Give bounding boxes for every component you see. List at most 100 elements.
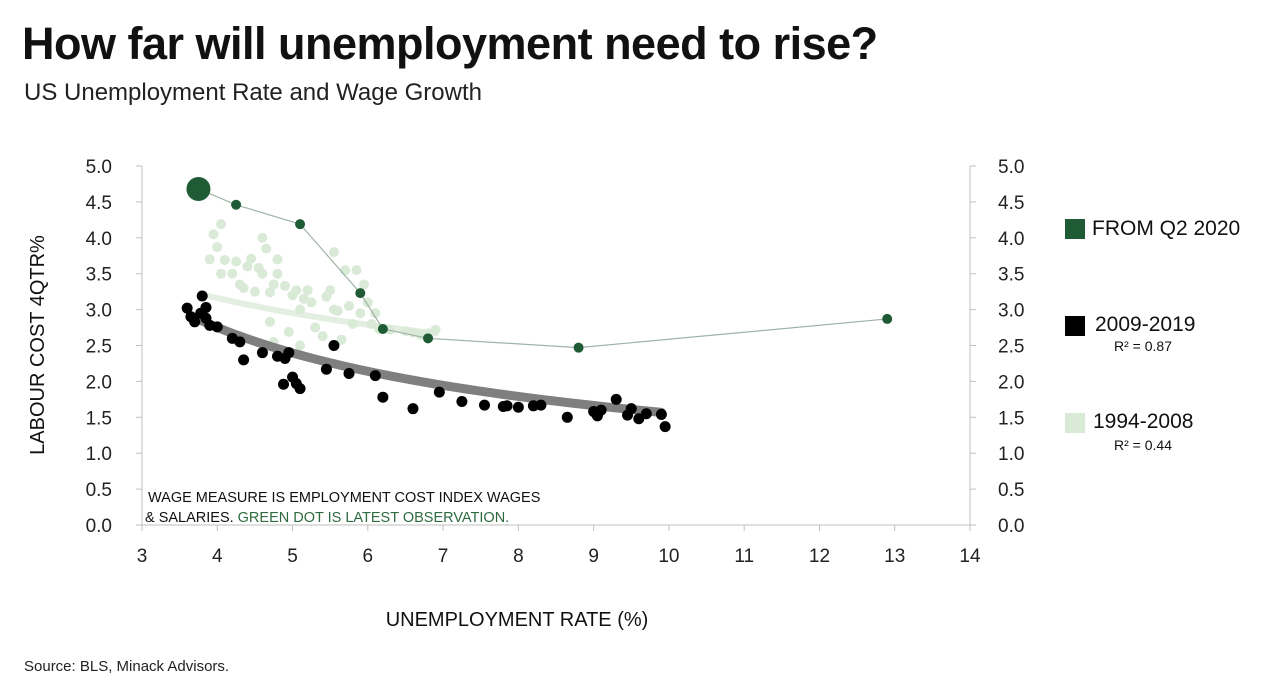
legend-item-1994-2008: 1994-2008 R² = 0.44	[1065, 410, 1193, 453]
point-1994-2008	[246, 253, 257, 264]
y-tick-label-left: 1.0	[86, 444, 112, 465]
point-from-q2-2020	[423, 333, 434, 344]
y-tick-label-right: 4.5	[998, 193, 1024, 214]
chart-note-green: GREEN DOT IS LATEST OBSERVATION.	[238, 510, 510, 526]
point-from-q2-2020	[355, 288, 366, 299]
point-1994-2008	[261, 243, 272, 254]
latest-observation-point	[186, 176, 211, 201]
legend-swatch-older	[1065, 413, 1085, 433]
point-2009-2019	[238, 354, 250, 366]
point-1994-2008	[208, 229, 219, 240]
point-from-q2-2020	[295, 219, 306, 230]
point-1994-2008	[212, 242, 223, 253]
y-tick-label-left: 2.0	[86, 372, 112, 393]
y-tick-label-right: 5.0	[998, 157, 1024, 178]
point-2009-2019	[625, 403, 637, 415]
point-2009-2019	[655, 408, 667, 420]
point-1994-2008	[257, 268, 268, 279]
point-from-q2-2020	[882, 313, 893, 324]
point-1994-2008	[219, 255, 230, 266]
x-tick-label: 4	[212, 546, 223, 567]
point-2009-2019	[478, 399, 490, 411]
y-tick-label-left: 4.0	[86, 229, 112, 250]
point-1994-2008	[272, 268, 283, 279]
y-tick-label-right: 0.5	[998, 480, 1024, 501]
point-2009-2019	[456, 396, 468, 408]
point-1994-2008	[283, 326, 294, 337]
point-1994-2008	[370, 308, 381, 319]
point-2009-2019	[200, 301, 212, 313]
point-1994-2008	[264, 316, 275, 327]
x-axis-title: UNEMPLOYMENT RATE (%)	[386, 609, 649, 631]
point-2009-2019	[283, 347, 295, 359]
axes: 0.0 0.5 1.0 1.5 2.0 2.5 3.0 3.5 4.0 4.5 5.0 0.0 0.5 1…	[86, 157, 1025, 567]
y-tick-label-left: 4.5	[86, 193, 112, 214]
point-1994-2008	[298, 293, 309, 304]
point-1994-2008	[317, 331, 328, 342]
point-1994-2008	[385, 324, 396, 335]
x-tick-label: 3	[137, 546, 148, 567]
x-tick-label: 8	[513, 546, 524, 567]
legend-label-older: 1994-2008	[1093, 410, 1193, 433]
point-2009-2019	[189, 316, 201, 328]
x-tick-label: 9	[588, 546, 599, 567]
y-tick-label-right: 2.5	[998, 337, 1024, 358]
point-1994-2008	[238, 283, 249, 294]
point-1994-2008	[216, 219, 227, 230]
chart-note-black: & SALARIES.	[145, 510, 234, 526]
point-1994-2008	[302, 285, 313, 296]
chart-note-line-2: & SALARIES. GREEN DOT IS LATEST OBSERVATI…	[145, 510, 509, 526]
y-tick-label-left: 3.0	[86, 301, 112, 322]
point-2009-2019	[501, 400, 513, 412]
x-tick-label: 5	[287, 546, 298, 567]
point-2009-2019	[407, 403, 419, 415]
point-1994-2008	[362, 297, 373, 308]
y-axis-title: LABOUR COST 4QTR%	[27, 235, 49, 455]
x-tick-label: 14	[959, 546, 981, 567]
series-from-q2-2020	[186, 176, 893, 353]
point-from-q2-2020	[377, 323, 388, 334]
series-2009-2019	[181, 290, 671, 433]
point-1994-2008	[355, 308, 366, 319]
point-1994-2008	[430, 324, 441, 335]
x-tick-label: 6	[363, 546, 374, 567]
point-2009-2019	[196, 290, 208, 302]
chart-note-line-1: WAGE MEASURE IS EMPLOYMENT COST INDEX WA…	[148, 490, 540, 506]
point-1994-2008	[204, 254, 215, 265]
y-tick-label-left: 0.5	[86, 480, 112, 501]
chart-subtitle: US Unemployment Rate and Wage Growth	[24, 79, 482, 106]
point-1994-2008	[306, 297, 317, 308]
point-from-q2-2020	[573, 342, 584, 353]
point-2009-2019	[278, 378, 290, 390]
point-1994-2008	[291, 285, 302, 296]
chart-title: How far will unemployment need to rise?	[22, 18, 878, 69]
point-1994-2008	[280, 280, 291, 291]
point-1994-2008	[295, 304, 306, 315]
point-2009-2019	[659, 421, 671, 433]
point-2009-2019	[377, 391, 389, 403]
point-2009-2019	[211, 321, 223, 333]
legend-label-recent: 2009-2019	[1095, 313, 1195, 336]
point-1994-2008	[325, 285, 336, 296]
y-tick-label-right: 3.5	[998, 265, 1024, 286]
x-tick-label: 13	[884, 546, 905, 567]
y-tick-label-right: 1.5	[998, 408, 1024, 429]
y-tick-label-right: 3.0	[998, 301, 1024, 322]
point-1994-2008	[295, 340, 306, 351]
point-2009-2019	[181, 302, 193, 314]
y-tick-label-left: 1.5	[86, 408, 112, 429]
point-1994-2008	[268, 279, 279, 290]
legend-r2-older: R² = 0.44	[1114, 437, 1172, 453]
y-tick-label-left: 0.0	[86, 516, 112, 537]
point-1994-2008	[242, 261, 253, 272]
point-2009-2019	[433, 386, 445, 398]
legend-item-2009-2019: 2009-2019 R² = 0.87	[1065, 313, 1195, 354]
point-1994-2008	[216, 268, 227, 279]
point-1994-2008	[351, 265, 362, 276]
legend-swatch-recent	[1065, 316, 1085, 336]
point-1994-2008	[227, 268, 238, 279]
path-from-q2-2020	[198, 188, 888, 349]
legend-swatch-latest	[1065, 219, 1085, 239]
point-2009-2019	[512, 401, 524, 413]
